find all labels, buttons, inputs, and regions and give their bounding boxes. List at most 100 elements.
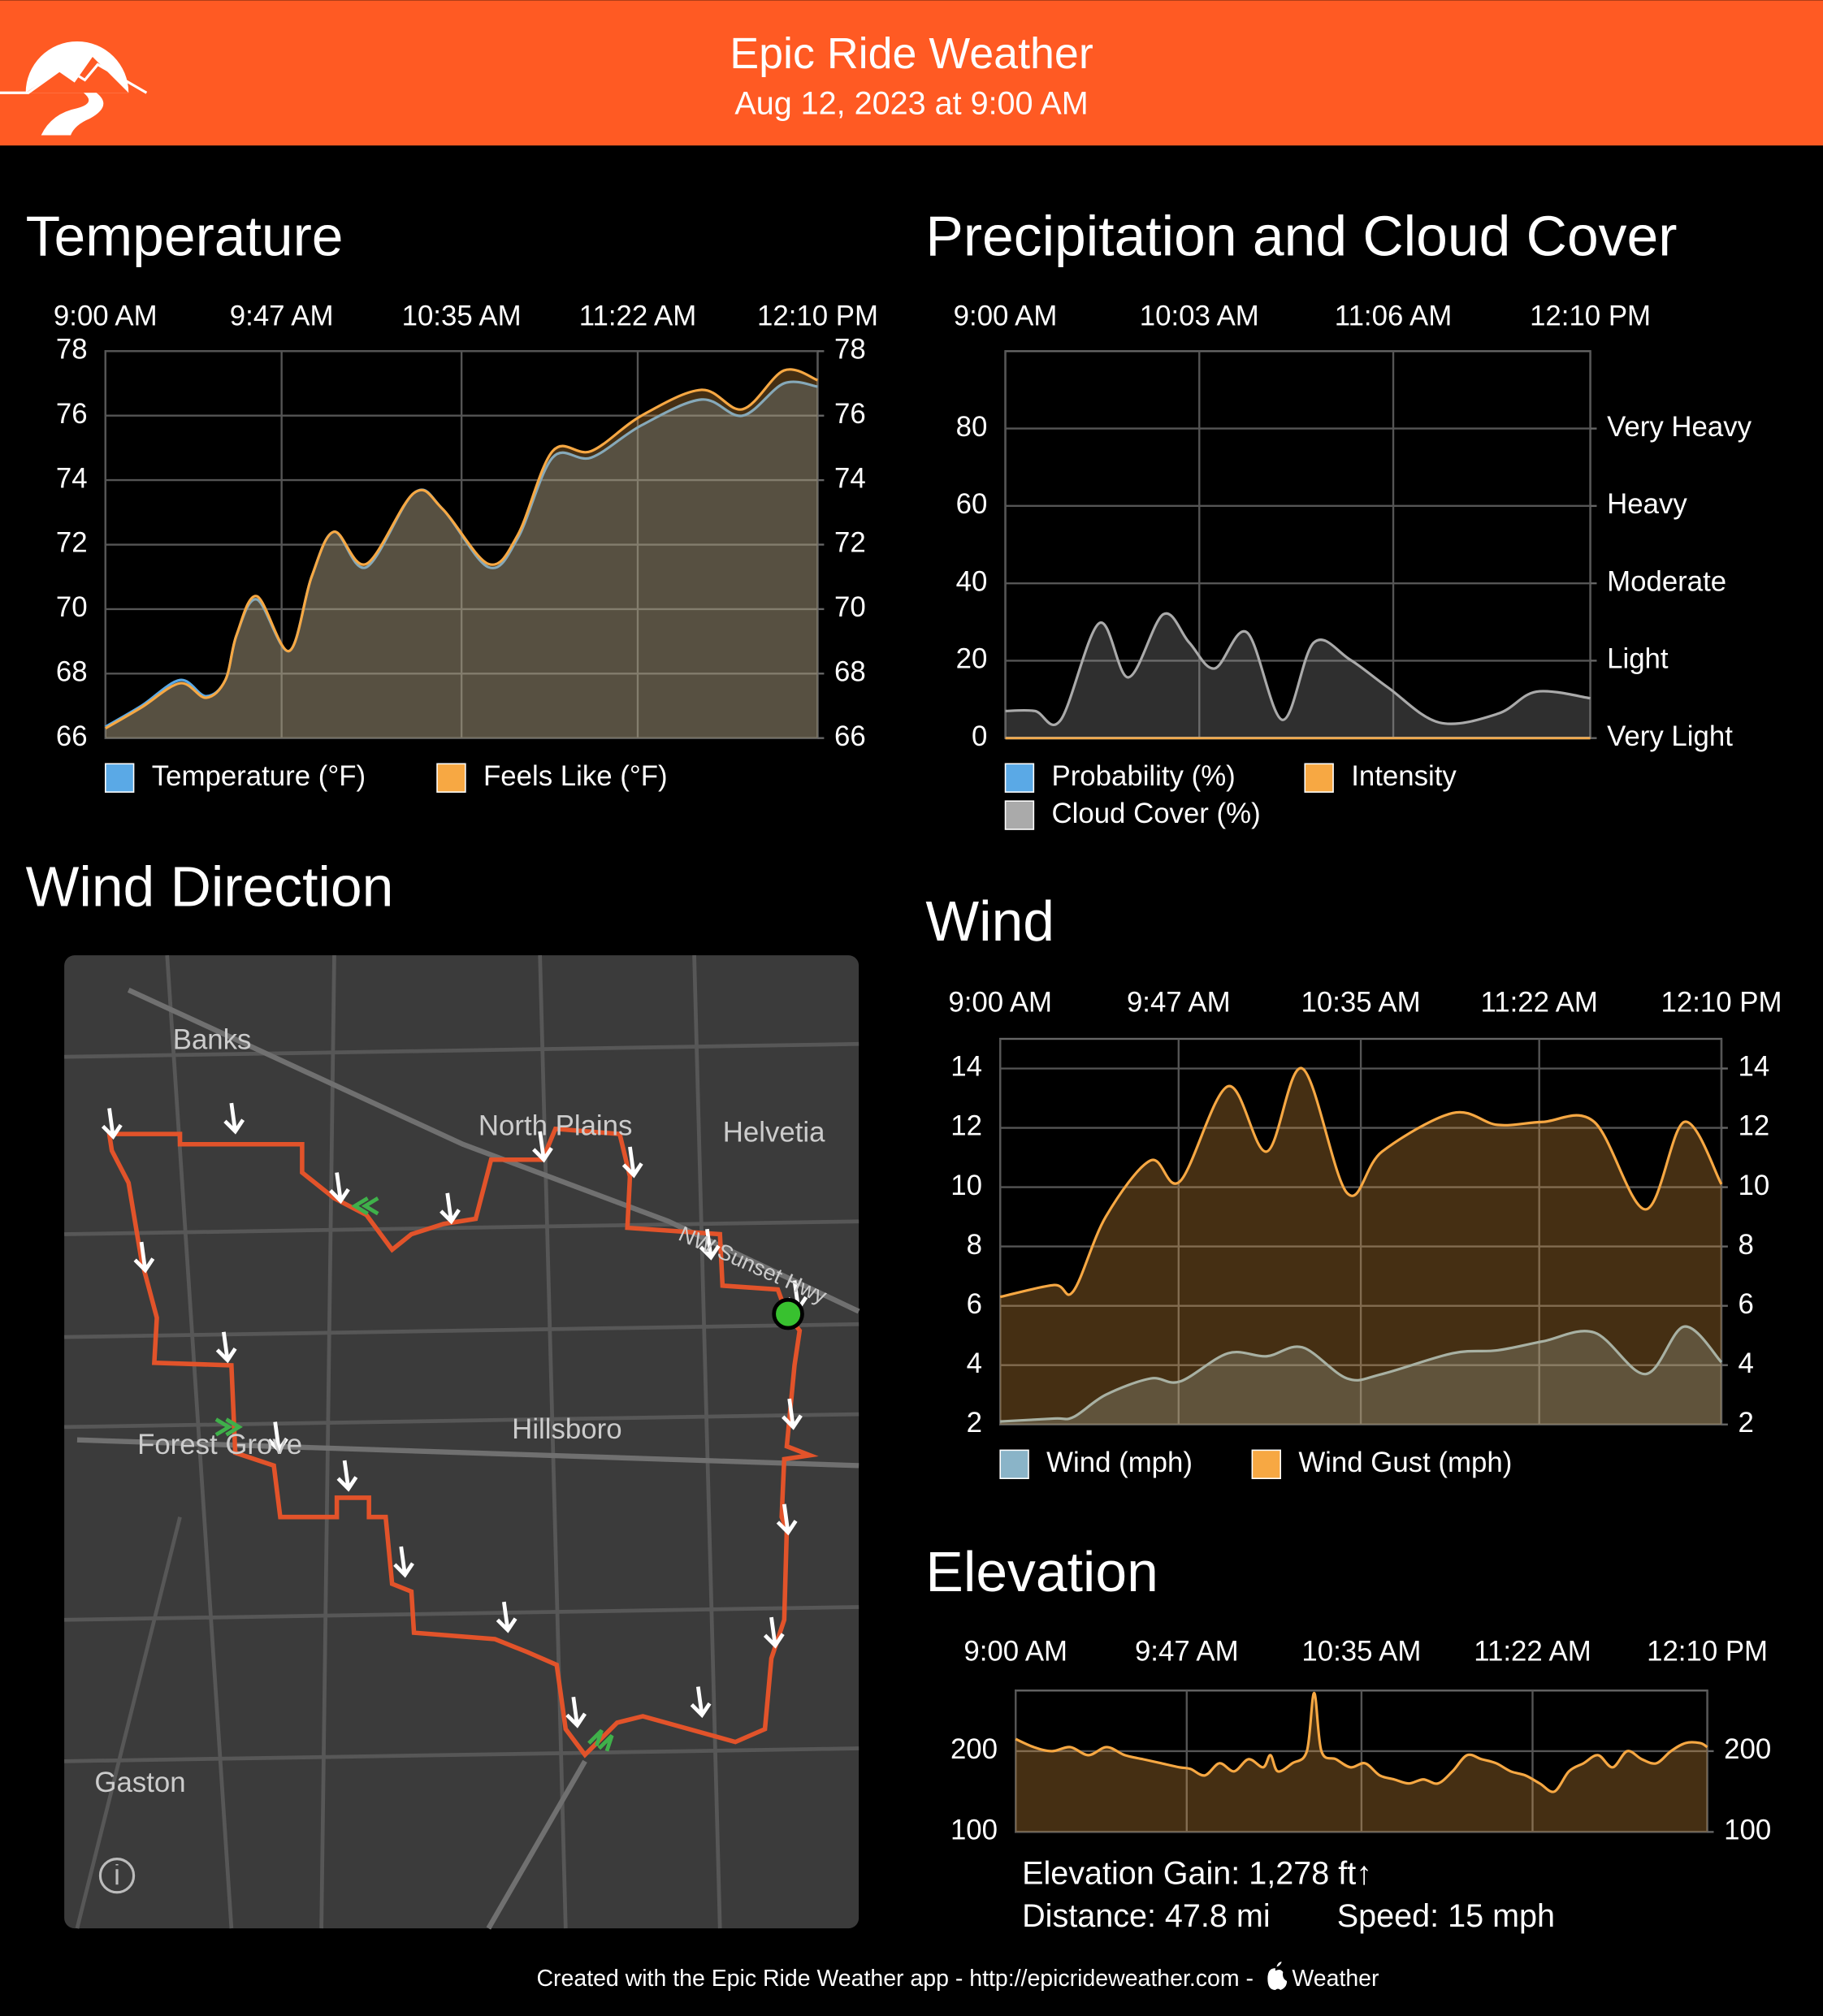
y2-tick-label: 12: [1739, 1110, 1770, 1142]
speed: Speed: 15 mph: [1337, 1898, 1555, 1934]
y-tick-label: 200: [950, 1733, 998, 1765]
x-tick-label: 12:10 PM: [1647, 1636, 1768, 1668]
y2-tick-label: 10: [1739, 1170, 1770, 1201]
y-tick-label: 10: [950, 1170, 982, 1201]
x-tick-label: 10:35 AM: [1301, 1636, 1421, 1668]
y2-tick-label: 74: [834, 462, 866, 494]
section-title: Elevation: [925, 1540, 1158, 1603]
apple-logo: [1267, 1962, 1288, 1991]
legend-swatch: [1004, 763, 1035, 793]
ride-date: Aug 12, 2023 at 9:00 AM: [734, 86, 1088, 122]
wind-arrow: [223, 1102, 245, 1135]
y-tick-label: 68: [56, 655, 88, 687]
x-tick-label: 9:00 AM: [948, 986, 1052, 1018]
y2-tick-label: 6: [1739, 1288, 1754, 1320]
x-tick-label: 9:47 AM: [230, 300, 334, 331]
legend-swatch: [999, 1449, 1029, 1479]
x-tick-label: 11:22 AM: [579, 300, 696, 331]
y-tick-label: 76: [56, 398, 88, 430]
section-title: Wind Direction: [26, 854, 394, 918]
footer-text: Created with the Epic Ride Weather app -…: [536, 1966, 1253, 1992]
series-area: [1005, 613, 1591, 738]
y2-tick-label: Moderate: [1607, 565, 1726, 597]
y2-tick-label: 8: [1739, 1229, 1754, 1261]
map-label: Banks: [173, 1023, 252, 1055]
series-line: [1015, 1691, 1708, 1793]
x-tick-label: 11:22 AM: [1480, 986, 1597, 1018]
x-tick-label: 10:35 AM: [1301, 986, 1421, 1018]
y2-tick-label: 2: [1739, 1407, 1754, 1438]
y2-tick-label: Very Heavy: [1607, 411, 1752, 443]
y-tick-label: 12: [950, 1110, 982, 1142]
y-tick-label: 20: [956, 643, 988, 675]
y-tick-label: 74: [56, 462, 88, 494]
wind-arrow: [133, 1241, 155, 1274]
map[interactable]: [64, 954, 860, 1930]
y-tick-label: 0: [972, 720, 987, 752]
y2-tick-label: 4: [1739, 1348, 1754, 1379]
map-label: North Plains: [478, 1110, 633, 1141]
series-area: [105, 369, 818, 738]
elevation-gain: Elevation Gain: 1,278 ft↑: [1022, 1856, 1372, 1892]
y-tick-label: 40: [956, 565, 988, 597]
legend-label: Intensity: [1351, 760, 1457, 792]
legend-swatch: [1004, 800, 1035, 830]
y2-tick-label: 78: [834, 334, 866, 366]
y2-tick-label: 200: [1724, 1733, 1771, 1765]
wind-arrow: [565, 1696, 587, 1728]
wind-arrow: [690, 1686, 712, 1719]
legend-label: Wind Gust (mph): [1298, 1447, 1512, 1478]
series-line: [1000, 1325, 1723, 1423]
y2-tick-label: 66: [834, 720, 866, 752]
footer-brand: Weather: [1292, 1966, 1379, 1992]
wind-arrow: [763, 1616, 785, 1649]
y2-tick-label: 72: [834, 527, 866, 559]
x-tick-label: 9:47 AM: [1127, 986, 1231, 1018]
wind-arrow: [496, 1601, 517, 1633]
wind-arrow: [393, 1546, 414, 1578]
y-tick-label: 2: [967, 1407, 982, 1438]
y2-tick-label: 100: [1724, 1815, 1771, 1846]
wind-arrow: [440, 1192, 461, 1225]
legend-label: Probability (%): [1051, 760, 1235, 792]
y-tick-label: 60: [956, 488, 988, 520]
y2-tick-label: Light: [1607, 643, 1669, 675]
y-tick-label: 8: [967, 1229, 982, 1261]
map-label: Helvetia: [723, 1116, 825, 1148]
x-tick-label: 9:00 AM: [963, 1636, 1067, 1668]
logo: [0, 41, 148, 136]
wind-arrow: [329, 1172, 350, 1205]
series-area: [1000, 1326, 1721, 1425]
x-tick-label: 10:35 AM: [402, 300, 522, 331]
y-tick-label: 6: [967, 1288, 982, 1320]
x-tick-label: 9:47 AM: [1135, 1636, 1239, 1668]
x-tick-label: 11:06 AM: [1335, 300, 1452, 331]
map-label: Gaston: [94, 1767, 185, 1798]
series-line: [999, 1066, 1723, 1299]
wind-arrow: [215, 1331, 237, 1364]
series-line: [104, 368, 819, 730]
y2-tick-label: Heavy: [1607, 488, 1687, 520]
x-tick-label: 11:22 AM: [1474, 1636, 1591, 1668]
legend-label: Cloud Cover (%): [1051, 798, 1260, 829]
series-area: [1015, 1693, 1708, 1832]
header-bar: [0, 0, 1823, 146]
distance: Distance: 47.8 mi: [1022, 1898, 1271, 1934]
legend-swatch: [436, 763, 466, 793]
wind-arrow: [101, 1108, 123, 1140]
map-label: Hillsboro: [512, 1413, 621, 1445]
y-tick-label: 66: [56, 720, 88, 752]
series-line: [1005, 612, 1591, 726]
y-tick-label: 78: [56, 334, 88, 366]
legend-swatch: [1304, 763, 1334, 793]
y-tick-label: 72: [56, 527, 88, 559]
x-tick-label: 12:10 PM: [1661, 986, 1782, 1018]
y-tick-label: 100: [950, 1815, 998, 1846]
x-tick-label: 10:03 AM: [1140, 300, 1259, 331]
legend-label: Temperature (°F): [152, 760, 366, 792]
wind-arrow: [776, 1503, 798, 1536]
legend-label: Wind (mph): [1046, 1447, 1193, 1478]
legend-swatch: [1251, 1449, 1281, 1479]
